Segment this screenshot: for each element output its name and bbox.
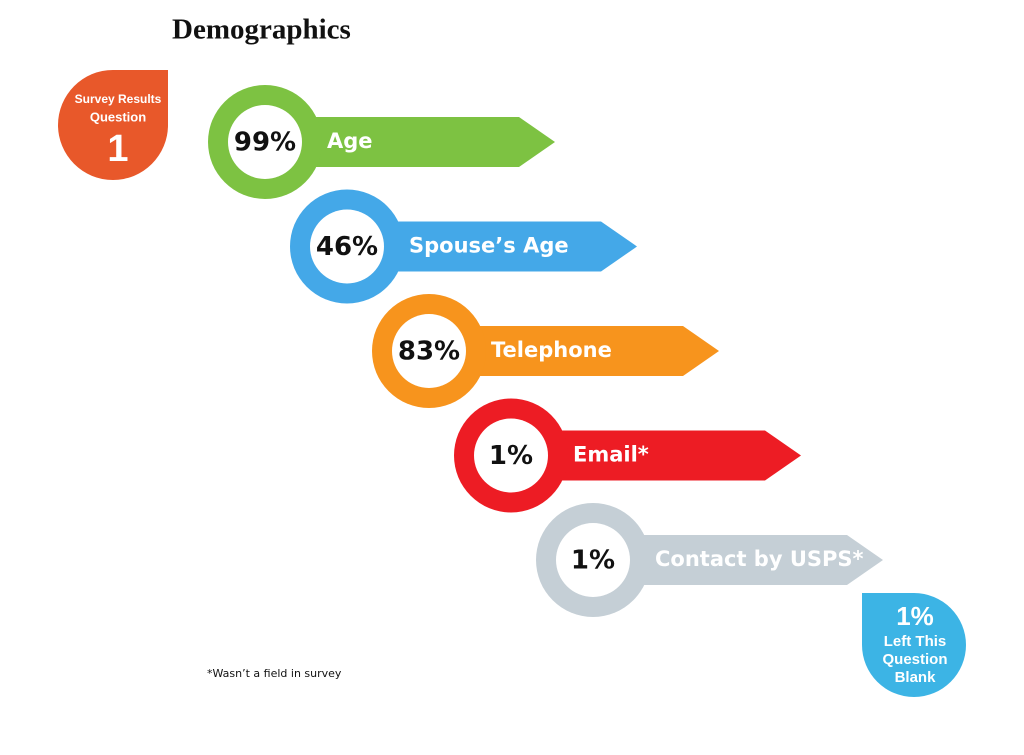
item-label: Email*	[573, 443, 649, 467]
corner-line: Blank	[895, 669, 937, 686]
ring-center	[556, 523, 630, 597]
badge-line: Question	[90, 109, 146, 124]
ring-center	[228, 105, 302, 179]
arrow-band	[511, 430, 801, 481]
item-label: Age	[327, 129, 373, 153]
ring-center	[310, 209, 384, 284]
arrow-band	[265, 117, 555, 167]
question-badge	[58, 70, 168, 180]
item-label: Contact by USPS*	[655, 547, 864, 571]
percent: 99%	[234, 128, 296, 158]
badge-number: 1	[107, 128, 128, 170]
percent: 1%	[489, 441, 533, 471]
ring-center	[474, 418, 548, 493]
badge-line: Survey Results	[75, 92, 162, 106]
corner-line: Left This	[884, 633, 947, 650]
arrow-band	[593, 535, 883, 585]
item-label: Telephone	[491, 338, 612, 362]
percent: 83%	[398, 337, 460, 367]
corner-percent: 1%	[896, 601, 934, 631]
corner-badge	[862, 593, 966, 697]
percent: 1%	[571, 546, 615, 576]
ring-center	[392, 314, 466, 388]
footnote: *Wasn’t a field in survey	[207, 667, 342, 680]
corner-line: Question	[882, 651, 947, 668]
item-label: Spouse’s Age	[409, 234, 569, 258]
percent: 46%	[316, 232, 378, 262]
title: Demographics	[172, 14, 351, 46]
arrow-band	[347, 221, 637, 272]
arrow-band	[429, 326, 719, 376]
